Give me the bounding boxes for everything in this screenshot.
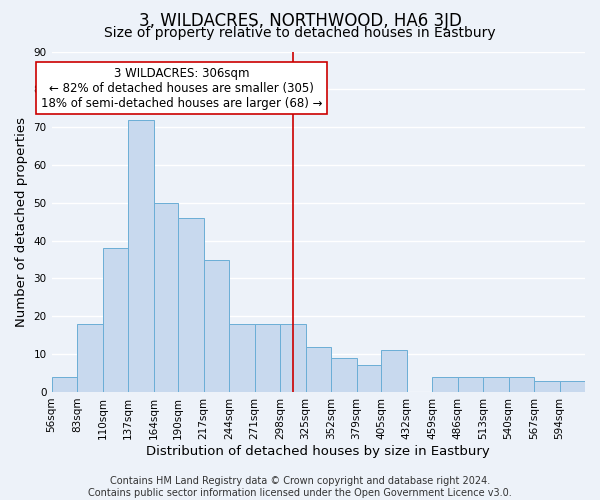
Y-axis label: Number of detached properties: Number of detached properties (15, 116, 28, 326)
Bar (381, 350, 407, 392)
Bar (229, 324, 254, 392)
Bar (560, 380, 585, 392)
Text: 3, WILDACRES, NORTHWOOD, HA6 3JD: 3, WILDACRES, NORTHWOOD, HA6 3JD (139, 12, 461, 30)
Text: Size of property relative to detached houses in Eastbury: Size of property relative to detached ho… (104, 26, 496, 40)
Bar (356, 366, 381, 392)
X-axis label: Distribution of detached houses by size in Eastbury: Distribution of detached houses by size … (146, 444, 490, 458)
Bar (203, 260, 229, 392)
Bar (77, 324, 103, 392)
Bar (534, 380, 560, 392)
Bar (458, 377, 483, 392)
Bar (483, 377, 509, 392)
Bar (305, 346, 331, 392)
Bar (154, 203, 178, 392)
Bar (432, 377, 458, 392)
Bar (254, 324, 280, 392)
Bar (128, 120, 154, 392)
Bar (52, 377, 77, 392)
Text: Contains HM Land Registry data © Crown copyright and database right 2024.
Contai: Contains HM Land Registry data © Crown c… (88, 476, 512, 498)
Bar (331, 358, 356, 392)
Bar (178, 218, 203, 392)
Text: 3 WILDACRES: 306sqm
← 82% of detached houses are smaller (305)
18% of semi-detac: 3 WILDACRES: 306sqm ← 82% of detached ho… (41, 66, 322, 110)
Bar (280, 324, 305, 392)
Bar (103, 248, 128, 392)
Bar (509, 377, 534, 392)
